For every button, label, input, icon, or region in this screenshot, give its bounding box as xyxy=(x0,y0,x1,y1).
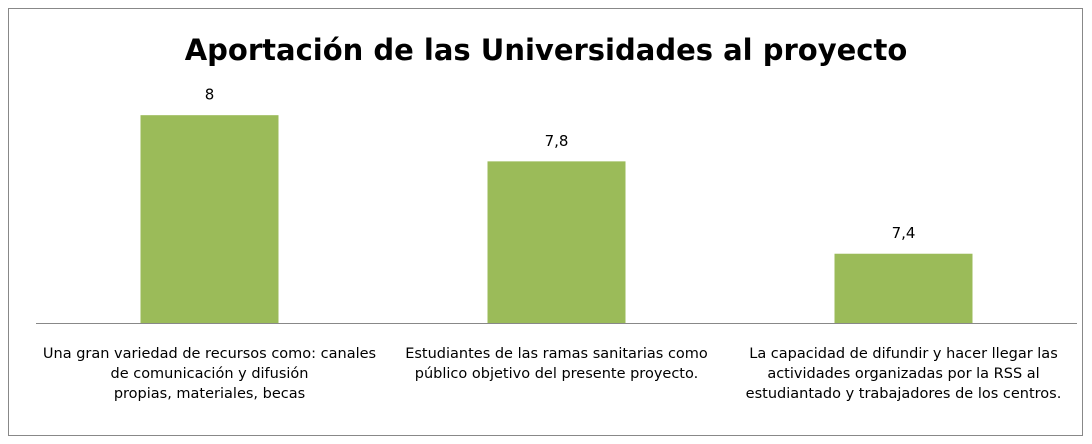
bar xyxy=(487,161,626,323)
x-tick-label: Estudiantes de las ramas sanitarias como… xyxy=(405,346,708,382)
x-tick-label: Una gran variedad de recursos como: cana… xyxy=(42,346,377,402)
data-label: 7,4 xyxy=(892,224,916,242)
bar xyxy=(834,253,973,323)
data-label: 8 xyxy=(205,86,215,104)
bar xyxy=(140,115,279,323)
data-label: 7,8 xyxy=(545,132,569,150)
x-tick-label: La capacidad de difundir y hacer llegar … xyxy=(745,346,1062,402)
chart-title: Aportación de las Universidades al proye… xyxy=(185,33,908,67)
